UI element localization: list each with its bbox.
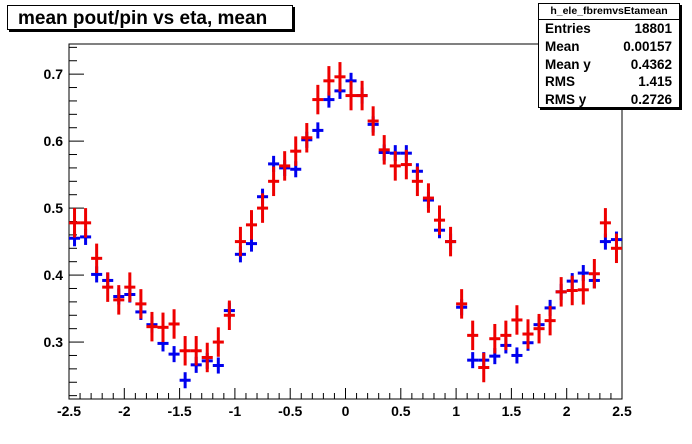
data-point-red xyxy=(577,275,589,305)
data-point-red xyxy=(433,205,446,235)
data-point-red xyxy=(301,123,313,153)
stats-value: 1.415 xyxy=(638,74,672,90)
data-point-red xyxy=(389,151,401,181)
x-tick-label: 2 xyxy=(563,403,571,419)
data-point-red xyxy=(588,259,600,289)
data-point-red xyxy=(334,62,346,92)
data-point-red xyxy=(135,289,147,319)
histogram-title: mean pout/pin vs eta, mean xyxy=(7,5,293,30)
stats-name: h_ele_fbremvsEtamean xyxy=(539,4,679,20)
x-tick-label: -0.5 xyxy=(278,403,302,419)
data-point-red xyxy=(212,327,224,357)
stats-label: Mean y xyxy=(545,56,591,72)
data-point-red xyxy=(223,300,235,331)
data-point-red xyxy=(102,272,114,302)
x-tick-label: -1 xyxy=(229,403,242,419)
data-point-red xyxy=(411,166,423,197)
data-point-red xyxy=(146,311,158,342)
data-point-red xyxy=(257,193,269,223)
x-tick-label: 1 xyxy=(452,403,460,419)
data-point-red xyxy=(378,135,390,165)
data-point-red xyxy=(113,285,125,315)
data-point-red xyxy=(544,305,556,336)
stats-row-rms-y: RMS y 0.2726 xyxy=(539,91,679,109)
stats-row-mean-y: Mean y 0.4362 xyxy=(539,56,679,74)
x-tick-label: -2 xyxy=(118,403,131,419)
stats-row-mean: Mean 0.00157 xyxy=(539,38,679,56)
stats-label: RMS y xyxy=(545,92,587,108)
x-tick-label: 2.5 xyxy=(612,403,632,419)
x-tick-label: 0.5 xyxy=(391,403,411,419)
y-tick-label: 0.7 xyxy=(44,66,64,82)
data-point-blue xyxy=(467,352,479,369)
data-point-red xyxy=(323,66,335,96)
data-point-red xyxy=(522,319,534,349)
data-point-red xyxy=(234,226,246,257)
data-point-red xyxy=(245,210,258,240)
data-point-red xyxy=(422,183,434,213)
axis-ticks xyxy=(68,46,623,399)
data-point-blue xyxy=(312,122,324,139)
x-tick-label: 1.5 xyxy=(502,403,522,419)
stats-label: RMS xyxy=(545,74,575,90)
y-tick-label: 0.3 xyxy=(44,334,64,350)
data-point-red xyxy=(533,313,545,344)
data-point-red xyxy=(356,80,368,111)
data-point-red xyxy=(268,166,280,197)
stats-box: h_ele_fbremvsEtamean Entries 18801 Mean … xyxy=(538,3,680,108)
y-tick-label: 0.6 xyxy=(44,133,64,149)
stats-label: Entries xyxy=(545,21,591,36)
data-point-red xyxy=(400,149,412,180)
data-point-red xyxy=(610,233,622,264)
data-point-red xyxy=(201,342,213,373)
data-point-red xyxy=(312,84,324,115)
data-point-red xyxy=(91,243,103,274)
data-point-red xyxy=(500,320,512,351)
x-tick-label: -2.5 xyxy=(57,403,81,419)
data-point-red xyxy=(279,151,291,181)
stats-label: Mean xyxy=(545,38,580,54)
data-point-red xyxy=(478,352,490,383)
data-point-red xyxy=(555,277,567,307)
stats-value: 0.2726 xyxy=(630,92,672,108)
data-point-blue xyxy=(212,357,224,374)
tick-labels: -2.5 -2 -1.5 -1 -0.5 0 0.5 1 1.5 2 2.5 0.3 0.4 0.5 0.6… xyxy=(44,66,632,419)
data-point-red xyxy=(456,289,468,319)
stats-row-rms: RMS 1.415 xyxy=(539,73,679,91)
data-point-red xyxy=(290,136,302,166)
data-point-blue xyxy=(511,347,523,364)
y-tick-label: 0.4 xyxy=(44,267,64,283)
stats-value: 0.00157 xyxy=(623,38,672,54)
data-point-red xyxy=(168,309,180,339)
data-point-blue xyxy=(179,372,191,389)
stats-row-entries: Entries 18801 xyxy=(539,20,679,38)
data-point-red xyxy=(599,208,611,238)
x-tick-label: 0 xyxy=(342,403,350,419)
data-point-blue xyxy=(168,346,180,363)
data-point-red xyxy=(445,226,457,257)
data-point-red xyxy=(80,208,92,238)
data-point-red xyxy=(124,272,136,302)
data-point-red xyxy=(467,320,479,351)
data-point-red xyxy=(179,336,191,366)
data-point-red xyxy=(367,106,379,136)
data-point-red xyxy=(345,80,357,111)
data-point-red xyxy=(511,305,523,335)
y-tick-label: 0.5 xyxy=(44,200,64,216)
stats-value: 18801 xyxy=(634,21,672,36)
data-point-red xyxy=(489,323,501,354)
data-point-red xyxy=(69,208,81,238)
data-point-red xyxy=(566,275,578,306)
data-point-red xyxy=(190,336,202,366)
data-point-red xyxy=(157,312,169,343)
x-tick-label: -1.5 xyxy=(168,403,192,419)
data-series xyxy=(69,62,622,389)
series-red xyxy=(69,62,622,383)
stats-value: 0.4362 xyxy=(630,56,672,72)
